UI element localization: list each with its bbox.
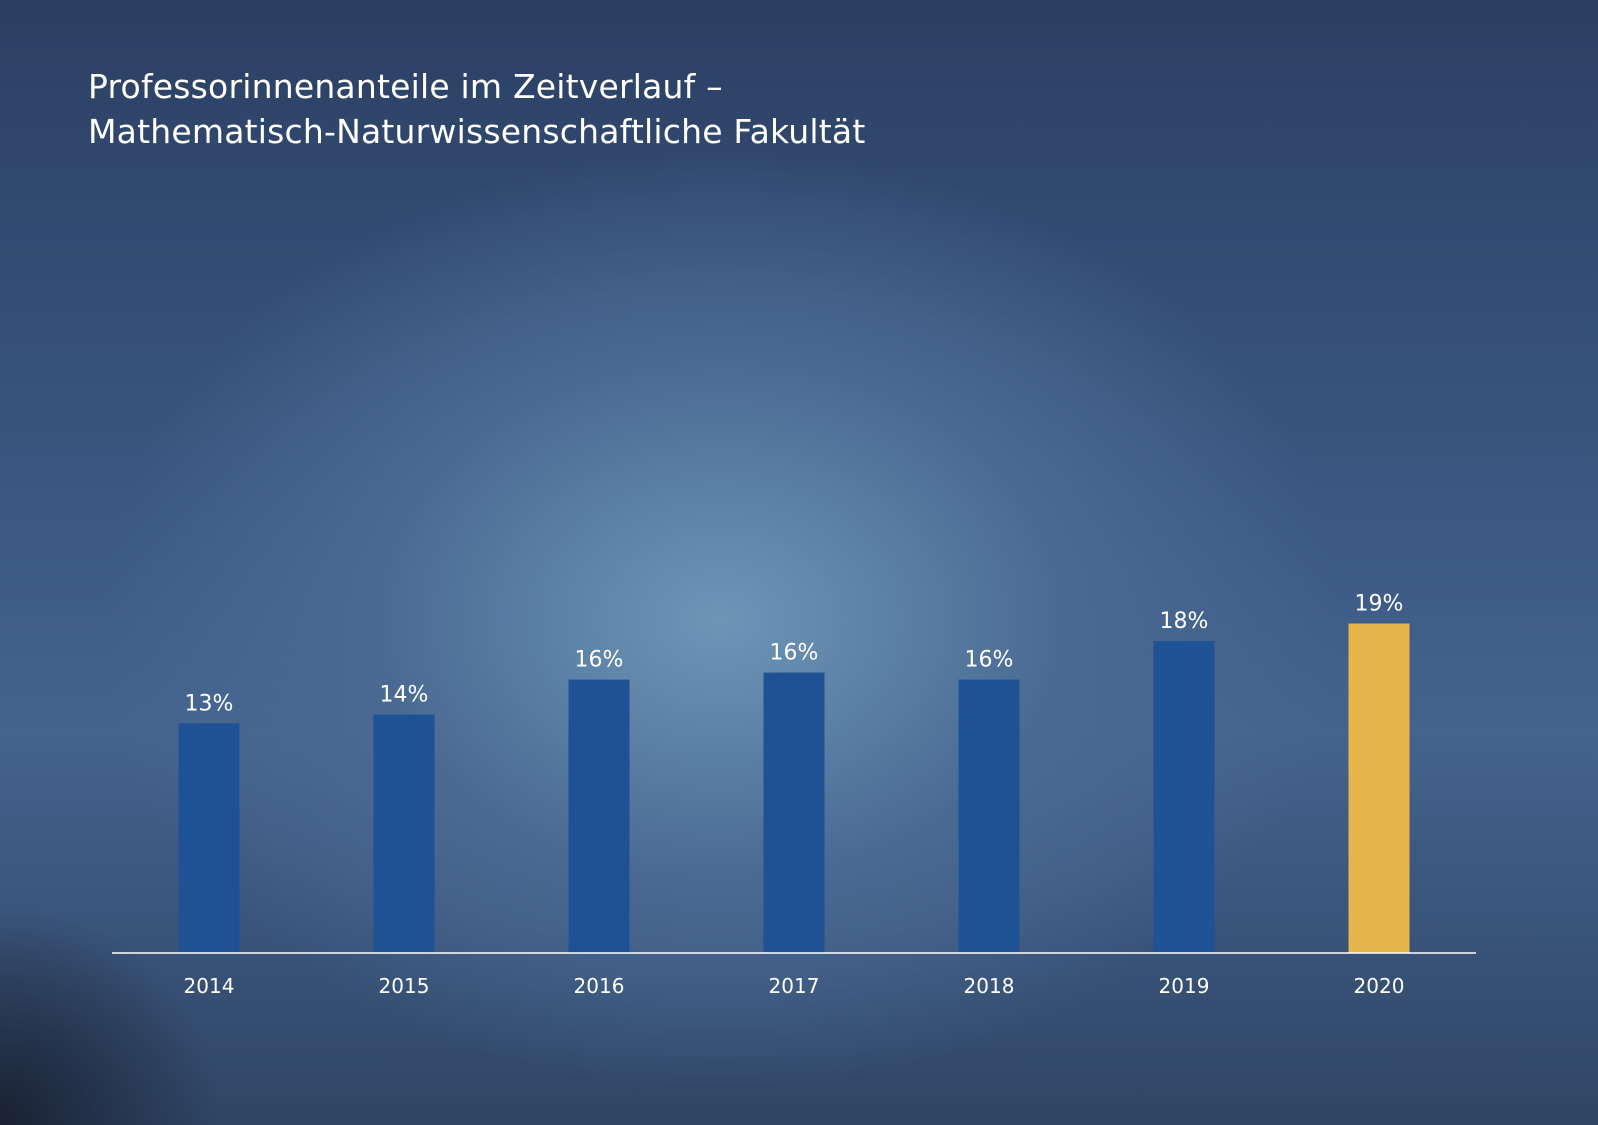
bar-2018	[958, 679, 1020, 953]
data-label-2017: 16%	[770, 641, 819, 666]
chart-title: Professorinnenanteile im Zeitverlauf – M…	[88, 64, 865, 154]
bar-2020	[1348, 623, 1410, 953]
x-tick-label-2020: 2020	[1354, 974, 1405, 998]
bar-2019	[1153, 641, 1215, 953]
value-labels-group: 13% 14% 16% 16% 16% 18% 19%	[185, 592, 1404, 717]
bar-2015	[373, 714, 435, 953]
data-label-2018: 16%	[965, 648, 1014, 673]
data-label-2014: 13%	[185, 691, 234, 716]
bars-group	[178, 623, 1410, 953]
x-tick-labels-group: 2014 2015 2016 2017 2018 2019 2020	[184, 974, 1405, 998]
data-label-2016: 16%	[575, 648, 624, 673]
data-label-2020: 19%	[1355, 592, 1404, 617]
x-tick-label-2019: 2019	[1159, 974, 1210, 998]
bar-2017	[763, 672, 825, 953]
x-tick-label-2016: 2016	[574, 974, 625, 998]
x-tick-label-2017: 2017	[769, 974, 820, 998]
data-label-2015: 14%	[380, 683, 429, 708]
data-label-2019: 18%	[1160, 609, 1209, 634]
chart-title-line-2: Mathematisch-Naturwissenschaftliche Faku…	[88, 112, 866, 151]
bar-2014	[178, 723, 240, 953]
x-tick-label-2015: 2015	[379, 974, 430, 998]
x-tick-label-2018: 2018	[964, 974, 1015, 998]
x-tick-label-2014: 2014	[184, 974, 235, 998]
bar-2016	[568, 679, 630, 953]
chart-title-line-1: Professorinnenanteile im Zeitverlauf –	[88, 67, 723, 106]
